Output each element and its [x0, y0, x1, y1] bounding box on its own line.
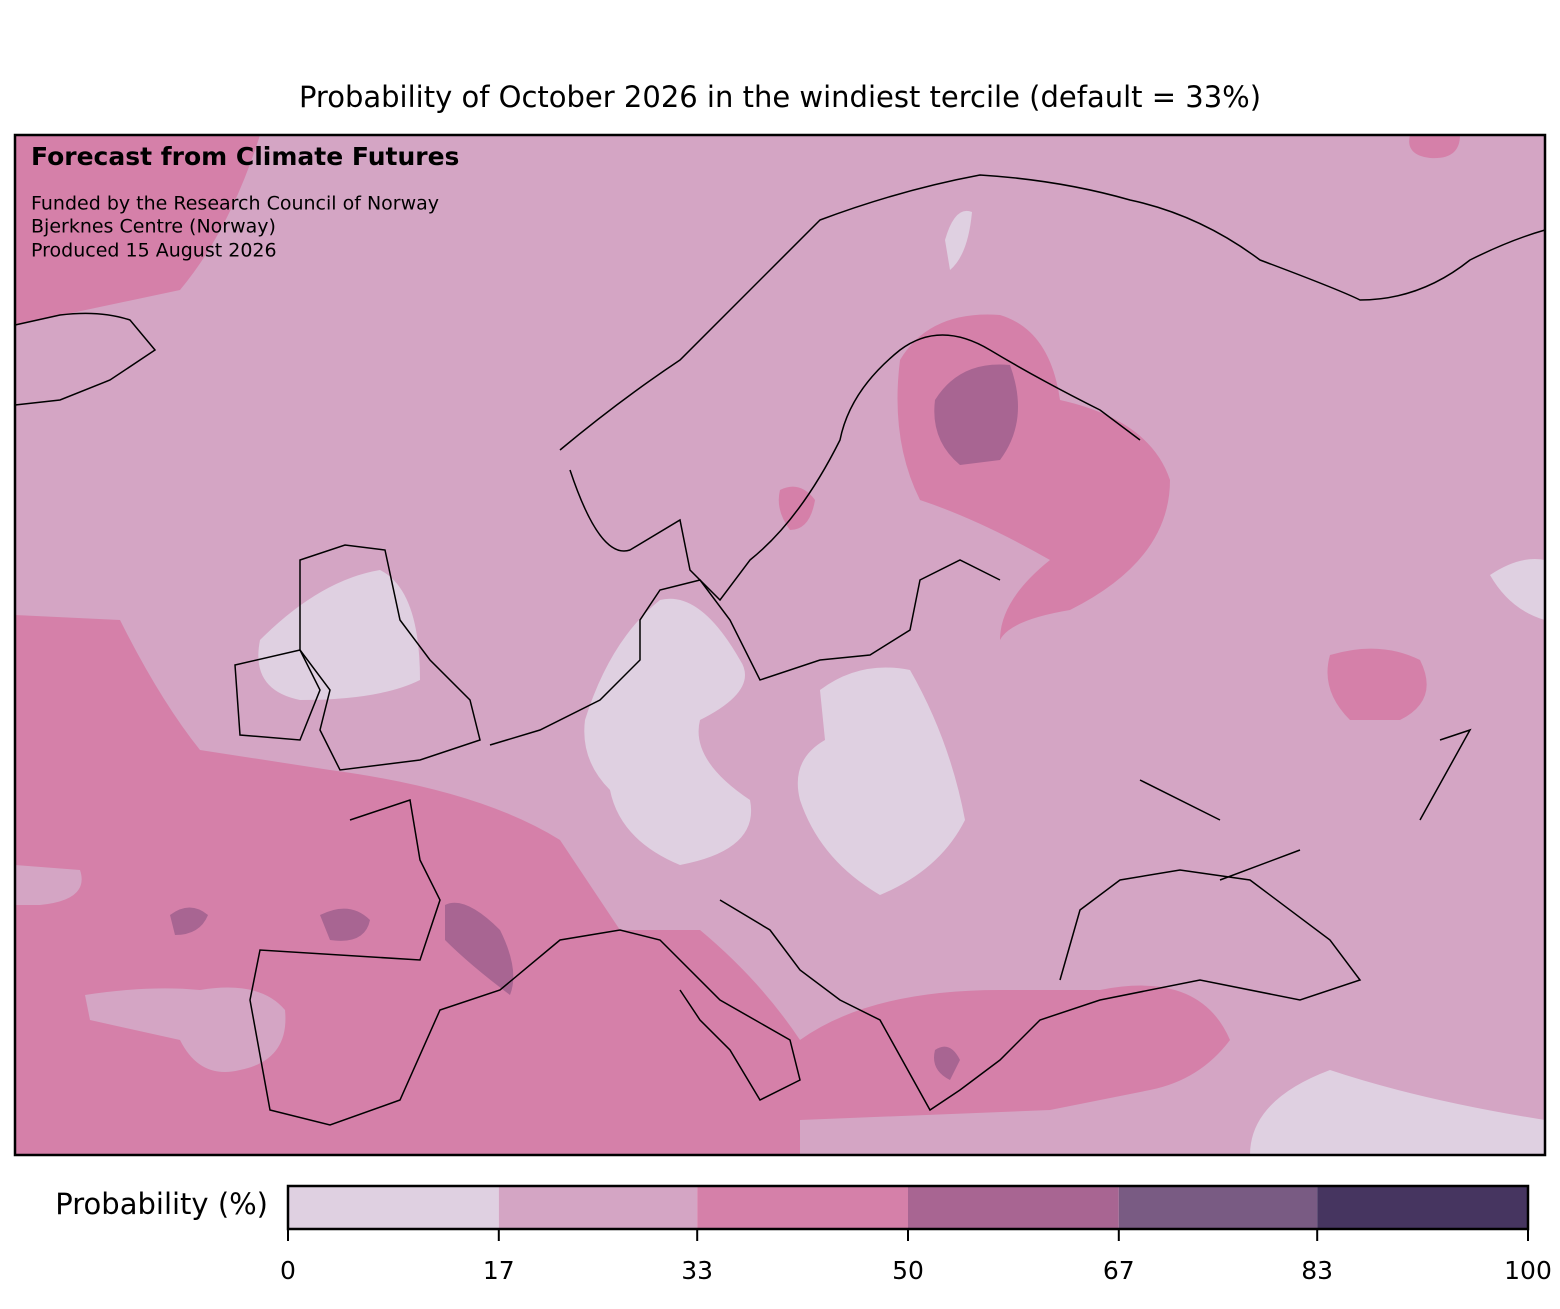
note: Produced 15 August 2026 [31, 240, 277, 262]
tick-label: 83 [1301, 1256, 1333, 1285]
colorbar-label: Probability (%) [55, 1187, 268, 1221]
tick-label: 17 [483, 1256, 515, 1285]
contour-region [934, 364, 1018, 465]
contour-region [15, 615, 1230, 1155]
note: Funded by the Research Council of Norway [31, 193, 439, 215]
contour-region [15, 865, 82, 905]
tick-label: 50 [892, 1256, 924, 1285]
contour-region [1409, 135, 1460, 159]
colorbar-segment [908, 1186, 1119, 1229]
contour-region [1250, 1070, 1545, 1155]
contour-region [85, 987, 286, 1072]
contour-region [1327, 648, 1427, 720]
colorbar-segment [1317, 1186, 1528, 1229]
tick-label: 33 [681, 1256, 713, 1285]
tick-label: 67 [1103, 1256, 1135, 1285]
tick-label: 100 [1504, 1256, 1552, 1285]
contour-region [258, 570, 420, 700]
colorbar-segment [697, 1186, 908, 1229]
contour-region [15, 135, 260, 325]
colorbar: 0 17 33 50 67 83 100 [280, 1184, 1552, 1285]
map-frame [13, 133, 1547, 1157]
map [13, 133, 1547, 1157]
contour-region [1490, 559, 1545, 620]
colorbar-segment [1118, 1186, 1318, 1229]
tick-label: 0 [280, 1256, 296, 1285]
note: Bjerknes Centre (Norway) [31, 216, 276, 238]
contour-region [945, 210, 972, 270]
coastlines [14, 174, 1546, 1126]
colorbar-segment [288, 1186, 499, 1229]
contour-region [797, 667, 965, 895]
heading: Forecast from Climate Futures [31, 142, 459, 171]
colorbar-segment [498, 1186, 698, 1229]
contour-region [584, 598, 752, 865]
title: Probability of October 2026 in the windi… [299, 80, 1261, 114]
